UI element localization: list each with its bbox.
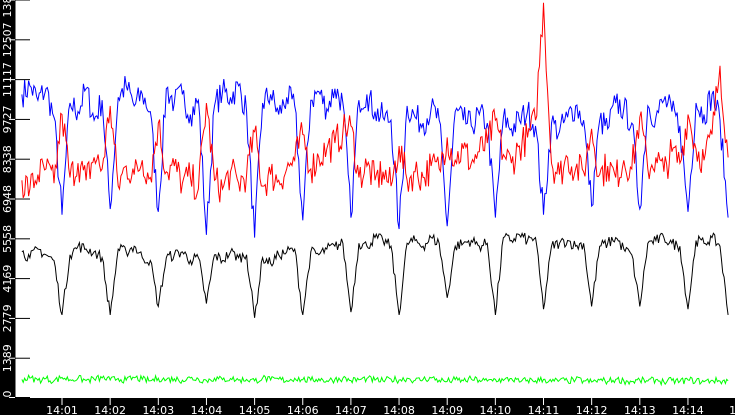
y-tick-label: 13897 [1,0,14,18]
x-tick-label: 14:07 [335,404,367,415]
x-tick-label: 14:05 [239,404,271,415]
x-tick-label: 14:01 [46,404,78,415]
series-line-1 [21,2,729,203]
x-tick-label: 14 [729,404,735,415]
plot-area [15,0,735,398]
x-tick-label: 14:13 [624,404,656,415]
y-axis: 0 1389 2779 4169 5558 6948 8338 9727 11117 12507 1… [1,0,30,398]
y-tick-label: 6948 [1,185,14,213]
x-tick-label: 14:11 [528,404,560,415]
x-tick-label: 14:10 [479,404,511,415]
y-tick-label: 5558 [1,225,14,253]
y-tick-label: 4169 [1,265,14,293]
x-tick-label: 14:04 [191,404,223,415]
y-tick-label: 11117 [1,62,14,97]
x-tick-label: 14:02 [94,404,126,415]
series-line-0 [21,76,729,238]
y-tick-label: 9727 [1,105,14,133]
x-tick-label: 14:06 [287,404,319,415]
y-tick-label: 8338 [1,145,14,173]
x-tick-label: 14:08 [383,404,415,415]
series-line-3 [21,373,729,387]
series-line-2 [21,231,729,318]
series-layer [21,2,729,387]
x-tick-label: 14:09 [431,404,463,415]
y-tick-label: 1389 [1,344,14,372]
x-tick-label: 14:03 [142,404,174,415]
x-axis: 14:01 14:02 14:03 14:04 14:05 14:06 14:07 14:08… [46,398,735,415]
x-tick-label: 14:14 [672,404,704,415]
y-tick-label: 0 [1,391,14,398]
y-tick-label: 12507 [1,22,14,57]
y-tick-label: 2779 [1,304,14,332]
x-tick-label: 14:12 [576,404,608,415]
